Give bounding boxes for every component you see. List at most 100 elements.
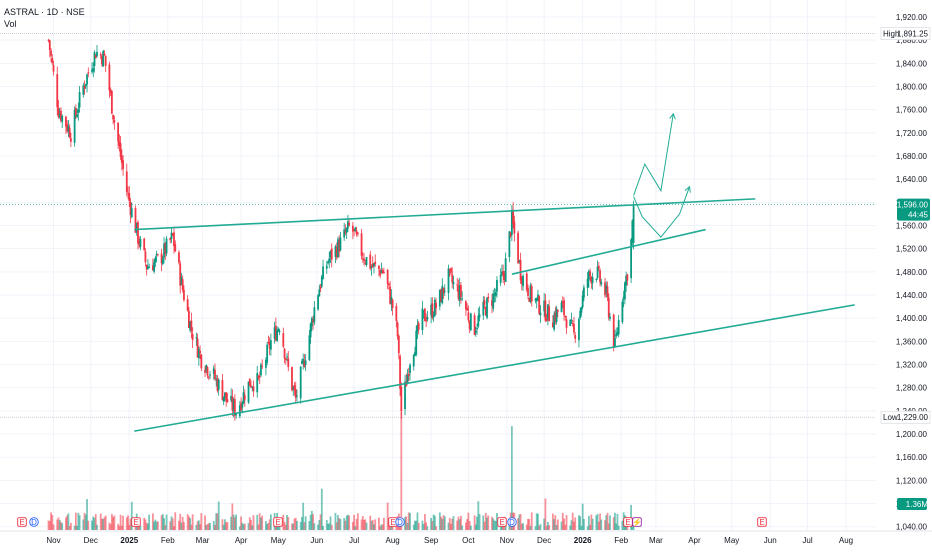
volume-bar [327, 523, 329, 530]
volume-bar [360, 519, 363, 530]
candle-body [209, 374, 211, 376]
candle-body [309, 323, 312, 338]
candle-body [386, 269, 389, 284]
earnings-badge[interactable]: E [497, 517, 507, 527]
candle-body [344, 231, 347, 233]
volume-bar [421, 520, 424, 530]
time-tick-label: Sep [424, 536, 439, 545]
event-badges[interactable]: E D E E E D E D E ⚡ E [17, 517, 767, 527]
dividend-badge[interactable]: D [507, 517, 517, 527]
volume-bar [247, 523, 250, 530]
time-axis[interactable]: Nov Dec 2025 Feb Mar Apr May Jun Jul Aug Sep Oct Nov… [0, 530, 932, 550]
volume-bar [169, 521, 172, 530]
earnings-badge[interactable]: E [757, 517, 767, 527]
candle-body [66, 124, 69, 132]
candle-body [425, 319, 428, 322]
dividend-badge[interactable]: D [29, 517, 39, 527]
dividend-badge[interactable]: D [395, 517, 405, 527]
volume-bar [343, 518, 346, 530]
price-tick-label: 1,280.00 [896, 384, 928, 393]
split-badge[interactable]: ⚡ [632, 517, 642, 527]
candle-body [273, 327, 276, 339]
projection-path[interactable] [633, 186, 690, 238]
time-tick-label: Mar [649, 536, 663, 545]
candle-body [169, 238, 172, 241]
volume-indicator-label[interactable]: Vol [4, 19, 17, 29]
earnings-badge[interactable]: E [131, 517, 141, 527]
volume-bar [195, 524, 198, 530]
candle-body [258, 376, 261, 378]
volume-bar [87, 520, 90, 530]
candle-body [517, 232, 519, 264]
volume-bar [369, 515, 372, 530]
candle-body [212, 368, 215, 374]
volume-bar [308, 520, 311, 530]
volume-bar [356, 513, 359, 530]
time-tick-label: Feb [614, 536, 628, 545]
volume-bar [477, 501, 480, 530]
candle-body [93, 52, 96, 66]
candle-body [241, 402, 244, 408]
candle-body [73, 109, 76, 143]
candle-body [180, 277, 183, 285]
symbol-title[interactable]: ASTRAL · 1D · NSE [4, 7, 85, 17]
candle-body [47, 39, 50, 41]
candle-body [171, 233, 174, 235]
candle-body [615, 334, 618, 337]
candle-body [113, 120, 116, 123]
trendline[interactable] [511, 228, 706, 275]
candle-body [522, 275, 524, 287]
candle-body [147, 266, 149, 270]
candle-body [355, 230, 358, 235]
earnings-badge-icon [497, 517, 507, 527]
volume-bar [197, 520, 200, 530]
volume-bar [596, 513, 599, 530]
candle-body [183, 289, 185, 301]
candle-body [617, 320, 620, 335]
price-tick-label: 1,160.00 [896, 453, 928, 462]
volume-bar [161, 514, 164, 530]
earnings-badge[interactable]: E [273, 517, 283, 527]
volume-bar [56, 519, 59, 530]
trendline[interactable] [134, 304, 855, 432]
candle-body [561, 301, 564, 303]
volume-bar [322, 525, 324, 530]
candle-body [426, 316, 429, 320]
projection-path-alt[interactable] [633, 113, 674, 196]
trendline[interactable] [134, 198, 756, 231]
candle-body [353, 229, 356, 231]
volume-bar [108, 522, 111, 530]
volume-bar [319, 514, 322, 530]
earnings-badge[interactable]: E [388, 517, 398, 527]
volume-bar [178, 520, 180, 530]
volume-bar [587, 515, 590, 530]
volume-bar [441, 518, 444, 530]
earnings-badge[interactable]: E [17, 517, 27, 527]
volume-bar [209, 523, 211, 530]
candle-body [96, 51, 98, 57]
volume-bar [199, 524, 201, 530]
time-tick-label: Nov [500, 536, 514, 545]
volume-bar [351, 521, 354, 530]
candle-body [596, 266, 599, 278]
candle-body [319, 286, 322, 289]
volume-bar [128, 524, 131, 530]
volume-bar [212, 521, 215, 530]
volume-bar [277, 523, 280, 530]
earnings-badge[interactable]: E [623, 517, 633, 527]
event-badge-label: E [759, 518, 764, 527]
candle-body [387, 283, 390, 286]
volume-bar [68, 526, 71, 530]
trendlines[interactable] [134, 112, 855, 432]
volume-bar [170, 516, 173, 530]
price-axis[interactable]: 1,920.00 1,880.00 1,840.00 1,800.00 1,760.00… [876, 0, 932, 550]
price-tick-label: 1,440.00 [896, 291, 928, 300]
candle-body [200, 354, 203, 369]
volume-bar [442, 515, 445, 530]
volume-bar [93, 517, 96, 530]
candle-body [621, 301, 624, 323]
volume-value-tag-bg [897, 498, 927, 510]
volume-bar [163, 518, 165, 530]
